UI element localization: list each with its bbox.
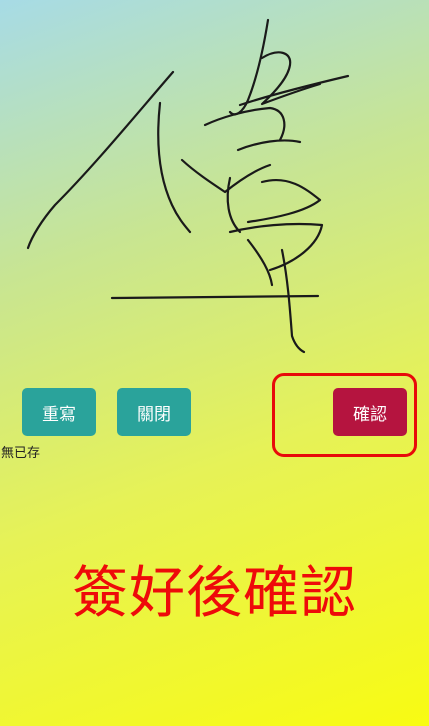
signature-stroke: [26, 70, 175, 250]
signature-stroke: [226, 176, 242, 234]
signature-stroke: [228, 222, 324, 272]
signature-stroke: [280, 248, 306, 354]
save-status: 無已存: [1, 446, 41, 461]
signature-stroke: [246, 178, 322, 224]
rewrite-button[interactable]: 重寫: [22, 388, 96, 436]
signature-stroke: [260, 51, 322, 106]
signature-stroke: [157, 101, 192, 234]
confirm-highlight-box: [272, 373, 417, 457]
signature-stroke: [203, 106, 286, 142]
signature-stroke: [236, 139, 302, 152]
signature-stroke: [246, 238, 274, 287]
signature-canvas[interactable]: [0, 0, 429, 370]
signature-stroke: [180, 158, 272, 194]
instruction-text: 簽好後確認: [72, 561, 357, 626]
close-button[interactable]: 關閉: [117, 388, 191, 436]
signature-baseline: [110, 294, 320, 300]
signature-stroke: [228, 18, 270, 116]
signature-stroke: [238, 74, 350, 107]
confirm-button[interactable]: 確認: [333, 388, 407, 436]
signature-drawing: [26, 18, 350, 354]
